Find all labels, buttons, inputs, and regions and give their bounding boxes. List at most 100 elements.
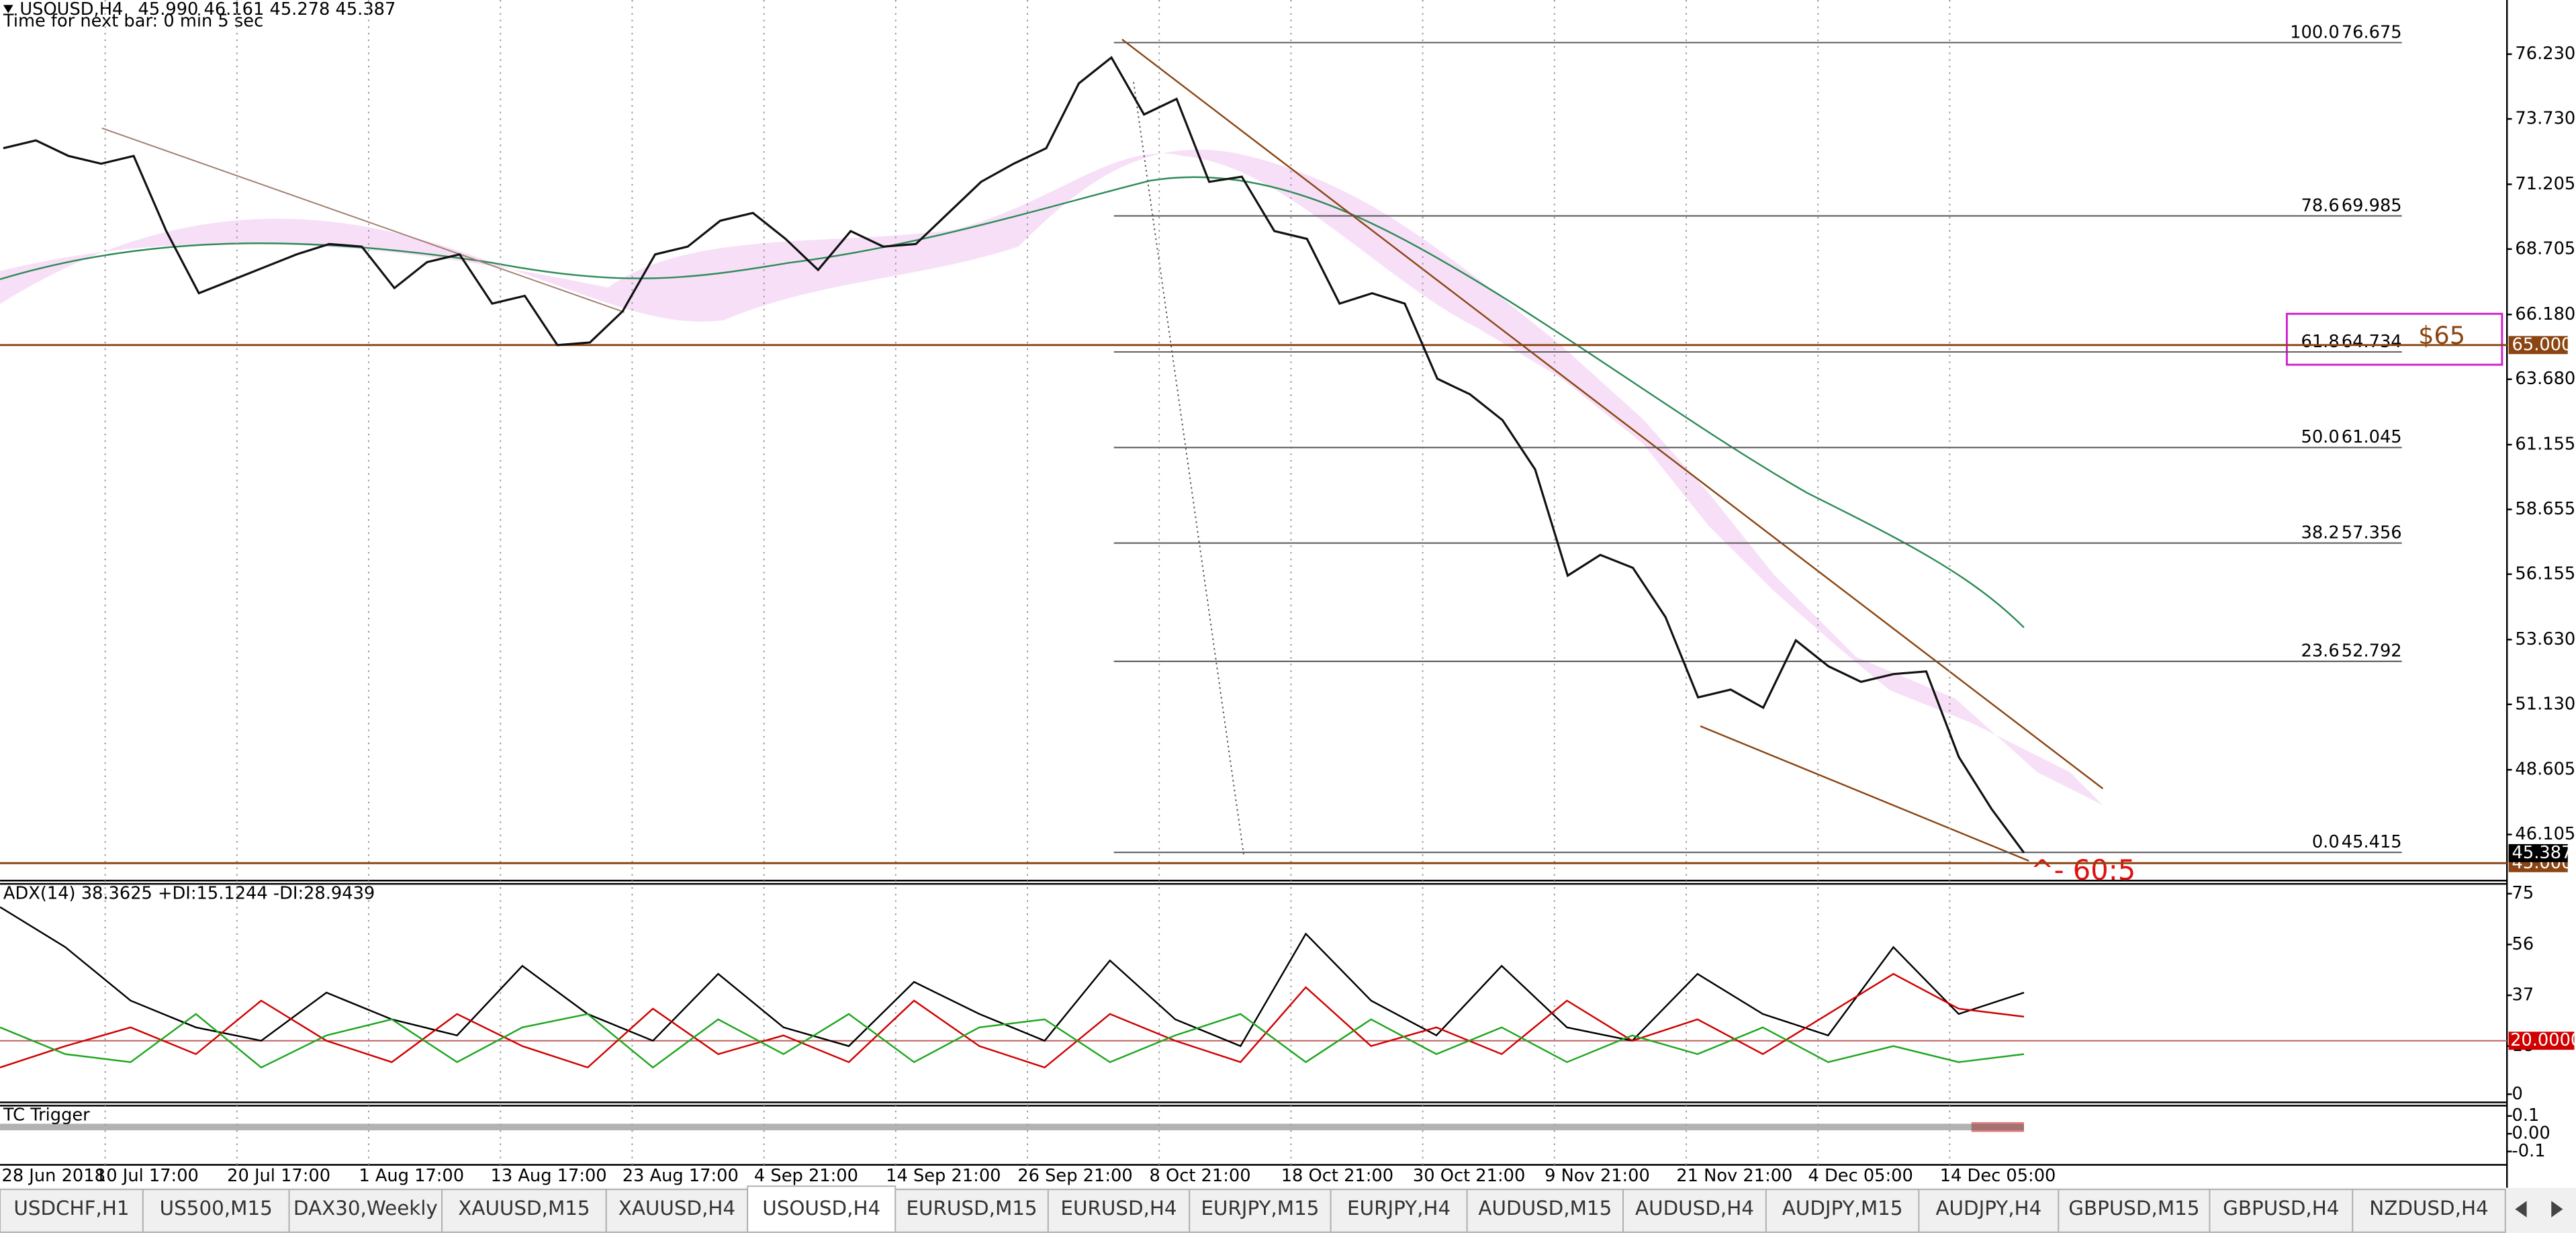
tab-label[interactable]: AUDUSD,M15: [1478, 1197, 1612, 1220]
adx-label: ADX(14) 38.3625 +DI:15.1244 -DI:28.9439: [3, 883, 375, 903]
tab-label[interactable]: GBPUSD,H4: [2223, 1197, 2339, 1220]
price-axis-label: 45.387: [2512, 843, 2573, 863]
x-tick-label: 8 Oct 21:00: [1150, 1166, 1251, 1186]
price-axis-box: [2508, 336, 2568, 355]
tab-label[interactable]: EURJPY,M15: [1201, 1197, 1319, 1220]
tab-label[interactable]: EURUSD,M15: [907, 1197, 1038, 1220]
adx-line: [0, 1013, 2025, 1069]
fib-price: 45.415: [2342, 832, 2402, 852]
trendline: [1700, 725, 2029, 862]
symbol-title: USOUSD,H4: [19, 0, 123, 19]
fib-level: 23.6: [2301, 641, 2340, 661]
tab[interactable]: [2352, 1189, 2506, 1233]
tab-label[interactable]: AUDJPY,M15: [1782, 1197, 1903, 1220]
fib-price: 69.985: [2342, 195, 2402, 216]
price-axis-box: [2508, 843, 2568, 862]
adx-y-tick-label: 0: [2512, 1084, 2523, 1104]
x-tick-label: 13 Aug 17:00: [491, 1166, 607, 1186]
tab-label[interactable]: EURJPY,H4: [1347, 1197, 1451, 1220]
adx-line: [0, 906, 2025, 1048]
tab[interactable]: [2209, 1189, 2354, 1233]
fib-price: 76.675: [2342, 22, 2402, 42]
moving-average: [0, 176, 2025, 629]
adx-y-tick-label: 37: [2512, 985, 2534, 1005]
tab[interactable]: [894, 1189, 1049, 1233]
tab-label[interactable]: GBPUSD,M15: [2068, 1197, 2199, 1220]
annotation-box: [2285, 312, 2503, 366]
y-tick-label: 46.105: [2515, 824, 2575, 844]
x-tick-label: 30 Oct 21:00: [1413, 1166, 1525, 1186]
tab-label[interactable]: XAUUSD,M15: [458, 1197, 590, 1220]
tab-label[interactable]: NZDUSD,H4: [2369, 1197, 2488, 1220]
y-tick-label: 71.205: [2515, 174, 2575, 194]
y-tick-label: 76.230: [2515, 44, 2575, 64]
tab[interactable]: [1047, 1189, 1191, 1233]
adx-y-tick-label: 75: [2512, 883, 2534, 903]
adx-level-box: [2508, 1032, 2575, 1050]
tab[interactable]: [142, 1189, 290, 1233]
y-tick-label: 68.705: [2515, 238, 2575, 259]
fib-level: 61.8: [2301, 332, 2340, 352]
tab[interactable]: [605, 1189, 749, 1233]
x-tick-label: 9 Nov 21:00: [1545, 1166, 1650, 1186]
x-tick-label: 10 Jul 17:00: [95, 1166, 199, 1186]
trendline: [101, 127, 625, 313]
bar-timer: Time for next bar: 0 min 5 sec: [3, 11, 263, 31]
x-tick-label: 14 Dec 05:00: [1940, 1166, 2056, 1186]
fib-level: 78.6: [2301, 195, 2340, 216]
x-tick-label: 23 Aug 17:00: [623, 1166, 739, 1186]
tc-y-tick-label: 0.1: [2512, 1105, 2540, 1126]
tab[interactable]: [1330, 1189, 1468, 1233]
tab-scroll-left[interactable]: [2515, 1201, 2527, 1218]
trendline: [1121, 38, 2104, 790]
tab-label[interactable]: XAUUSD,H4: [618, 1197, 735, 1220]
tab-label[interactable]: US500,M15: [160, 1197, 273, 1220]
tab-label[interactable]: DAX30,Weekly: [293, 1197, 438, 1220]
adx-y-tick-label: 56: [2512, 934, 2534, 954]
y-tick-label: 56.155: [2515, 563, 2575, 584]
tab[interactable]: [747, 1185, 896, 1233]
y-tick-label: 51.130: [2515, 694, 2575, 714]
x-tick-label: 4 Dec 05:00: [1808, 1166, 1913, 1186]
tc-label: TC Trigger: [3, 1105, 90, 1126]
tab[interactable]: [441, 1189, 607, 1233]
tab-label[interactable]: AUDUSD,H4: [1635, 1197, 1754, 1220]
x-tick-label: 18 Oct 21:00: [1281, 1166, 1393, 1186]
fib-price: 52.792: [2342, 641, 2402, 661]
y-tick-label: 61.155: [2515, 435, 2575, 455]
ohlc: 45.990 46.161 45.278 45.387: [138, 0, 396, 19]
tab-label[interactable]: USOUSD,H4: [762, 1197, 880, 1220]
tab[interactable]: [1466, 1189, 1624, 1233]
tab[interactable]: [2058, 1189, 2211, 1233]
y-tick-label: 63.680: [2515, 369, 2575, 389]
fib-level: 38.2: [2301, 522, 2340, 543]
tab-label[interactable]: EURUSD,H4: [1060, 1197, 1177, 1220]
fib-price: 57.356: [2342, 522, 2402, 543]
tab-scroll-right[interactable]: [2551, 1201, 2563, 1218]
ichimoku-cloud: [0, 149, 2103, 805]
tab-label[interactable]: AUDJPY,H4: [1935, 1197, 2041, 1220]
annotation-arrow: ^- 60:5: [2031, 854, 2135, 886]
x-tick-label: 1 Aug 17:00: [359, 1166, 464, 1186]
tab[interactable]: [1189, 1189, 1332, 1233]
tab-label[interactable]: USDCHF,H1: [13, 1197, 129, 1220]
fib-base-line: [1133, 82, 1244, 855]
fib-level: 0.0: [2312, 832, 2340, 852]
fib-level: 50.0: [2301, 427, 2340, 447]
tc-y-tick-label: 0.00: [2512, 1124, 2550, 1144]
y-tick-label: 66.180: [2515, 304, 2575, 324]
y-tick-label: 48.605: [2515, 760, 2575, 780]
tab[interactable]: [1622, 1189, 1767, 1233]
tc-y-tick-label: -0.1: [2512, 1141, 2546, 1161]
x-tick-label: 20 Jul 17:00: [227, 1166, 330, 1186]
tab[interactable]: [0, 1189, 144, 1233]
x-tick-label: 28 Jun 2018: [1, 1166, 105, 1186]
x-tick-label: 26 Sep 21:00: [1017, 1166, 1132, 1186]
tab[interactable]: [1918, 1189, 2060, 1233]
x-tick-label: 21 Nov 21:00: [1676, 1166, 1792, 1186]
price-axis-label: 65.000: [2512, 334, 2573, 355]
adx-level-label: 20.0000: [2510, 1030, 2576, 1050]
